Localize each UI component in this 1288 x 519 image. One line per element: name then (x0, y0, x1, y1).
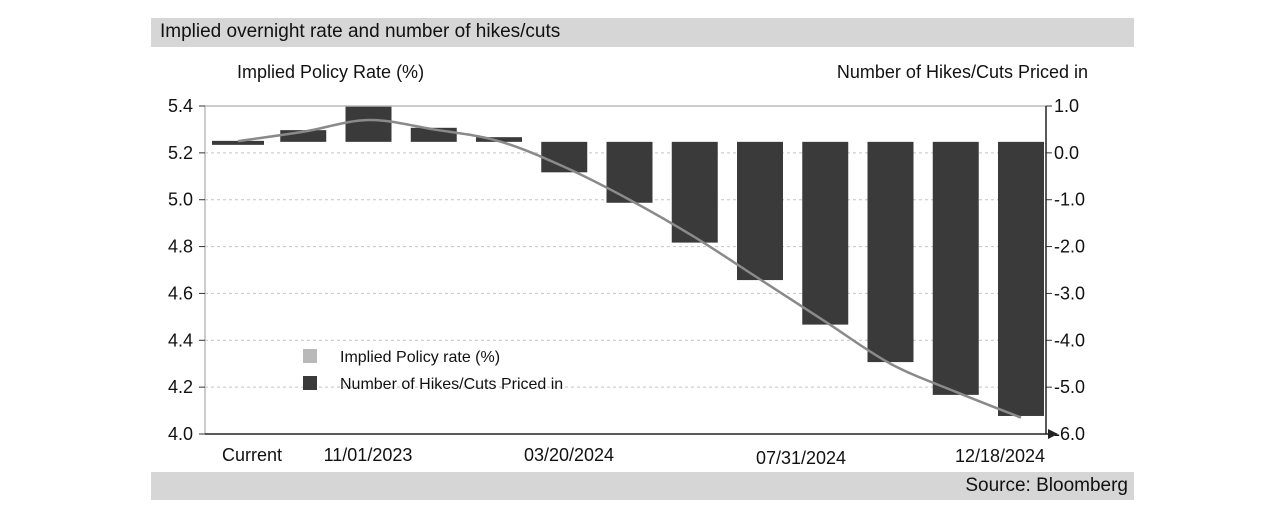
y-right-tick-label: -2.0 (1054, 237, 1085, 257)
legend-swatch-rate (303, 349, 317, 363)
bar (280, 130, 327, 142)
y-right-tick-label: -5.0 (1054, 377, 1085, 397)
x-tick-label: 11/01/2023 (324, 445, 413, 465)
bar (737, 141, 783, 281)
x-tick-label: 07/31/2024 (756, 448, 846, 468)
y-left-tick-label: 4.8 (168, 237, 193, 257)
x-tick-label: 03/20/2024 (524, 445, 614, 465)
y-left-tick-label: 5.4 (168, 96, 193, 116)
y-right-tick-label: 1.0 (1054, 96, 1079, 116)
chart-title-banner: Implied overnight rate and number of hik… (151, 18, 1134, 47)
y-right-tick-label: -3.0 (1054, 283, 1085, 303)
source-label: Source: Bloomberg (965, 475, 1128, 496)
chart-title: Implied overnight rate and number of hik… (160, 21, 561, 42)
y-axis-right-title: Number of Hikes/Cuts Priced in (837, 62, 1088, 82)
y-left-tick-label: 5.2 (168, 143, 193, 163)
y-left-tick-label: 4.6 (168, 283, 193, 303)
bar (212, 140, 264, 145)
y-right-tick-label: 0.0 (1054, 143, 1079, 163)
bar (998, 141, 1044, 416)
bar (345, 106, 392, 142)
y-left-tick-label: 4.0 (168, 424, 193, 444)
legend-label-rate: Implied Policy rate (%) (340, 349, 500, 366)
legend-swatch-hikes (303, 376, 317, 390)
y-left-tick-label: 5.0 (168, 190, 193, 210)
y-right-tick-label: -6.0 (1054, 424, 1085, 444)
y-left-tick-label: 4.4 (168, 330, 193, 350)
bar (606, 141, 653, 203)
x-axis-arrow (1048, 429, 1058, 439)
bar (802, 141, 849, 325)
y-left-tick-label: 4.2 (168, 377, 193, 397)
y-right-tick-label: -4.0 (1054, 330, 1085, 350)
legend-label-hikes: Number of Hikes/Cuts Priced in (340, 376, 563, 393)
policy-rate-line (237, 118, 1022, 419)
x-tick-label: 12/18/2024 (955, 446, 1045, 466)
bar (671, 141, 718, 243)
plot-area: 5.4 1.0 5.2 0.0 5.0 -1.0 4.8 -2.0 4.6 -3.0 4.4 -4.0… (168, 96, 1085, 468)
bar (476, 137, 522, 142)
x-tick-label: Current (222, 445, 282, 465)
y-axis-left-title: Implied Policy Rate (%) (237, 62, 424, 82)
bar (867, 141, 914, 363)
bar (932, 141, 979, 395)
source-banner: Source: Bloomberg (151, 472, 1134, 500)
y-right-tick-label: -1.0 (1054, 190, 1085, 210)
